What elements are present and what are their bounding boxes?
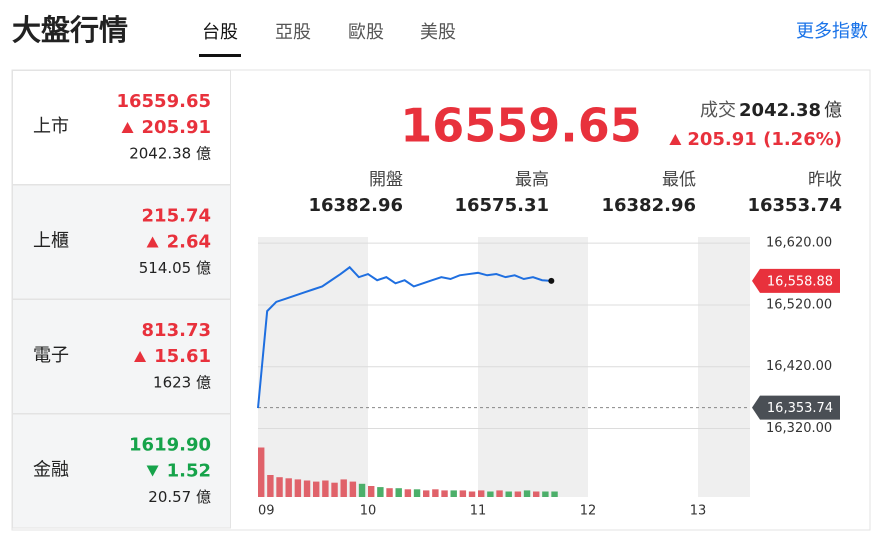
row-volume: 2042.38 億 <box>129 145 211 163</box>
volume-bar <box>487 491 494 497</box>
stat-value: 16382.96 <box>601 195 696 216</box>
volume-bar <box>468 491 476 497</box>
current-badge <box>752 268 840 293</box>
row-change: 205.91 <box>142 117 211 138</box>
volume-bar <box>395 488 402 497</box>
volume-bar <box>533 491 540 497</box>
tab-underline <box>199 54 241 57</box>
volume-bar <box>258 447 265 497</box>
volume-bar <box>377 487 384 497</box>
price-line <box>257 265 552 409</box>
volume-bar <box>514 491 522 497</box>
sidebar-row[interactable] <box>12 70 231 185</box>
volume-unit: 億 <box>824 100 842 121</box>
volume-value: 2042.38 <box>739 100 821 121</box>
volume-bar <box>523 490 531 497</box>
row-name: 上櫃 <box>33 231 69 252</box>
volume-bar <box>542 491 549 497</box>
x-tick-label: 12 <box>580 504 597 519</box>
row-change: 2.64 <box>167 232 211 253</box>
prev-close-badge <box>752 395 840 420</box>
row-price: 16559.65 <box>116 91 211 112</box>
volume-bar <box>478 490 485 497</box>
stat-value: 16353.74 <box>747 195 842 216</box>
row-price: 1619.90 <box>129 435 211 456</box>
volume-bar <box>294 479 302 497</box>
stat-label: 開盤 <box>369 170 403 190</box>
row-name: 上市 <box>33 116 69 137</box>
row-name: 金融 <box>33 460 69 481</box>
row-arrow <box>134 351 147 362</box>
volume-bar <box>303 480 311 497</box>
x-tick-label: 10 <box>360 504 377 519</box>
volume-bar <box>386 488 393 497</box>
volume-bar <box>285 478 292 497</box>
volume-bar <box>432 489 439 497</box>
volume-bar <box>313 481 320 497</box>
y-tick-label: 16,320.00 <box>766 421 832 436</box>
tab[interactable]: 歐股 <box>348 22 384 43</box>
stat-value: 16382.96 <box>308 195 403 216</box>
volume-label: 成交 <box>700 100 736 121</box>
x-tick-label: 13 <box>690 504 707 519</box>
volume-bar <box>423 490 430 497</box>
volume-bar <box>404 489 412 497</box>
main-arrow <box>669 134 682 145</box>
row-volume: 20.57 億 <box>148 488 211 506</box>
stat-label: 昨收 <box>808 170 842 190</box>
main-change: 205.91 (1.26%) <box>687 129 842 150</box>
volume-bar <box>358 483 366 497</box>
volume-bar <box>551 491 558 497</box>
volume-bar <box>450 490 457 497</box>
y-tick-label: 16,620.00 <box>766 236 832 251</box>
volume-bar <box>441 490 448 497</box>
stat-value: 16575.31 <box>454 195 549 216</box>
last-point <box>548 277 555 284</box>
main-price: 16559.65 <box>400 99 642 153</box>
tab[interactable]: 台股 <box>202 22 238 43</box>
row-price: 813.73 <box>142 320 211 341</box>
row-arrow <box>121 122 134 133</box>
more-link[interactable]: 更多指數 <box>796 21 868 42</box>
row-volume: 514.05 億 <box>139 259 211 277</box>
volume-bar <box>505 491 512 497</box>
volume-bar <box>322 480 329 497</box>
volume-bar <box>368 486 375 497</box>
current-badge-label: 16,558.88 <box>767 274 833 289</box>
row-change: 15.61 <box>154 346 211 367</box>
stat-label: 最低 <box>662 170 696 190</box>
row-arrow <box>146 236 159 248</box>
y-tick-label: 16,520.00 <box>766 297 832 312</box>
volume-bar <box>349 481 357 497</box>
volume-bar <box>267 475 274 497</box>
tab[interactable]: 亞股 <box>275 22 311 43</box>
volume-bar <box>276 477 283 497</box>
volume-bar <box>413 489 421 497</box>
title: 大盤行情 <box>12 13 128 47</box>
x-tick-label: 09 <box>258 504 275 519</box>
stat-label: 最高 <box>515 170 549 190</box>
row-volume: 1623 億 <box>153 374 211 392</box>
sidebar-row[interactable] <box>12 413 231 529</box>
row-name: 電子 <box>33 345 69 366</box>
volume-bar <box>331 482 338 497</box>
volume-bar <box>340 479 347 497</box>
row-change: 1.52 <box>167 461 211 482</box>
x-tick-label: 11 <box>470 504 487 519</box>
sidebar-row[interactable] <box>12 299 231 414</box>
volume-bar <box>496 490 503 497</box>
tab[interactable]: 美股 <box>420 22 456 43</box>
y-tick-label: 16,420.00 <box>766 359 832 374</box>
row-arrow <box>146 465 159 477</box>
prev-close-badge-label: 16,353.74 <box>767 401 833 416</box>
volume-bar <box>459 490 467 497</box>
row-price: 215.74 <box>142 206 211 227</box>
